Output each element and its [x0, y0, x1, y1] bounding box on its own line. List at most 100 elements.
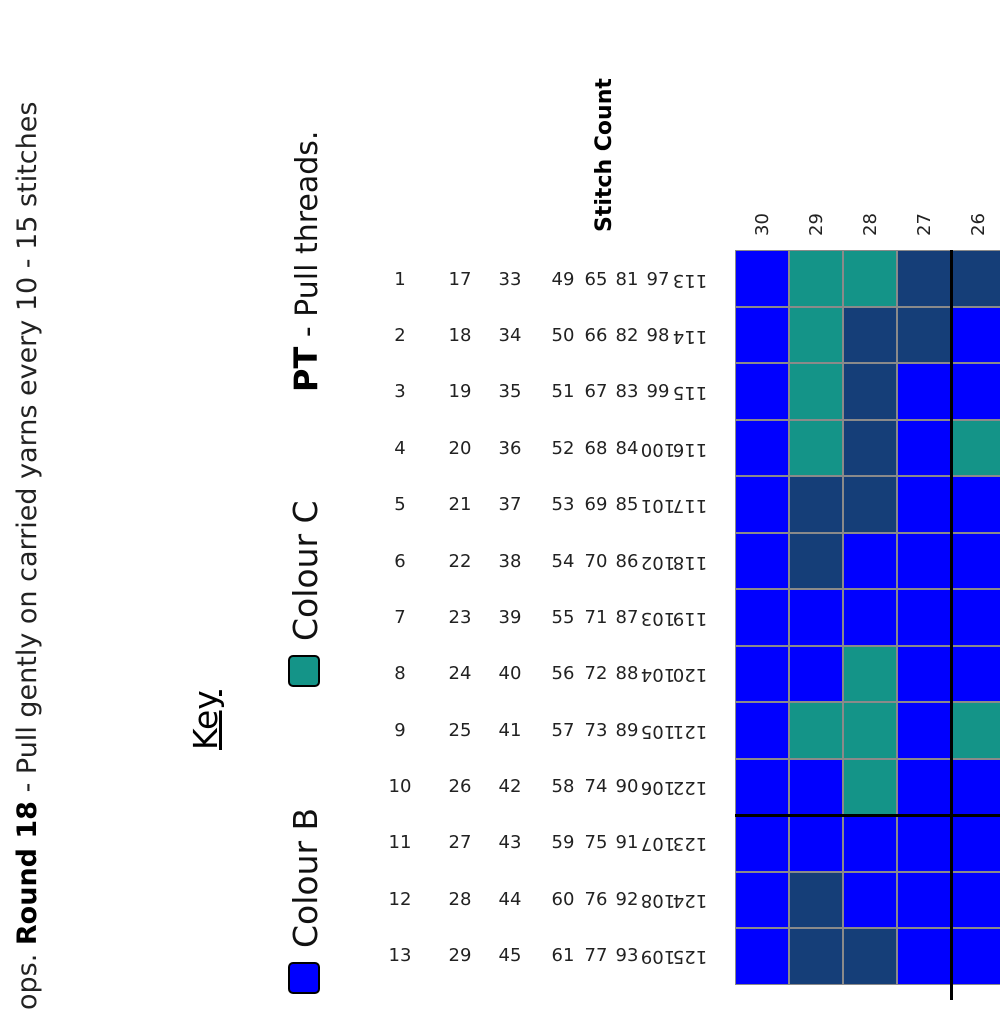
stitch-count-number: 91 [615, 832, 639, 853]
stitch-count-title: Stitch Count [592, 78, 617, 232]
stitch-count-number: 93 [615, 945, 639, 966]
stitch-count-number: 82 [615, 325, 639, 346]
chart-cell [897, 476, 951, 533]
stitch-count-number: 75 [584, 832, 608, 853]
colour-c-label: Colour C [286, 500, 325, 641]
chart-cell [843, 419, 897, 476]
chart-cell [897, 250, 951, 307]
chart-cell [735, 702, 789, 759]
stitch-count-number: 50 [551, 325, 575, 346]
stitch-count-number: 4 [394, 438, 406, 459]
stitch-count-number: 67 [584, 381, 608, 402]
stitch-count-number: 35 [498, 381, 522, 402]
chart-cell [789, 871, 843, 928]
stitch-count-number: 27 [448, 832, 472, 853]
round-number: 27 [914, 213, 935, 236]
stitch-count-number: 74 [584, 776, 608, 797]
round-number: 26 [968, 213, 989, 236]
stitch-count-number: 6 [394, 551, 406, 572]
chart-cell [897, 363, 951, 420]
chart-cell [897, 758, 951, 815]
colour-c-swatch [288, 655, 320, 687]
stitch-count-number: 7 [394, 607, 406, 628]
stitch-count-number: 37 [498, 494, 522, 515]
stitch-count-number: 21 [448, 494, 472, 515]
chart-cell [951, 476, 1000, 533]
chart-cell [843, 928, 897, 985]
stitch-count-number: 118 [672, 552, 708, 573]
chart-cell [735, 250, 789, 307]
stitch-count-number: 10 [388, 776, 412, 797]
stitch-count-number: 57 [551, 720, 575, 741]
chart-cell [789, 702, 843, 759]
stitch-count-number: 89 [615, 720, 639, 741]
chart-cell [843, 645, 897, 702]
stitch-count-number: 23 [448, 607, 472, 628]
stitch-count-number: 5 [394, 494, 406, 515]
pt-abbr: PT [287, 346, 325, 392]
stitch-count-number: 39 [498, 607, 522, 628]
chart-guide-line-horizontal [735, 814, 1000, 817]
stitch-count-number: 18 [448, 325, 472, 346]
chart-cell [843, 250, 897, 307]
stitch-count-number: 53 [551, 494, 575, 515]
stitch-count-number: 54 [551, 551, 575, 572]
chart-cell [843, 815, 897, 872]
stitch-count-number: 90 [615, 776, 639, 797]
stitch-count-number: 71 [584, 607, 608, 628]
stitch-count-number: 41 [498, 720, 522, 741]
chart-cell [735, 589, 789, 646]
chart-cell [735, 532, 789, 589]
instruction-prefix: ops. [12, 945, 43, 1010]
chart-cell [897, 815, 951, 872]
chart-cell [789, 306, 843, 363]
chart-cell [735, 871, 789, 928]
stitch-count-number: 29 [448, 945, 472, 966]
chart-cell [843, 532, 897, 589]
chart-cell [897, 419, 951, 476]
chart-cell [951, 532, 1000, 589]
round-number: 30 [752, 213, 773, 236]
colour-b-swatch [288, 962, 320, 994]
stitch-count-number: 1 [394, 269, 406, 290]
stitch-count-number: 86 [615, 551, 639, 572]
chart-cell [735, 363, 789, 420]
chart-cell [897, 871, 951, 928]
stitch-count-number: 36 [498, 438, 522, 459]
stitch-count-number: 68 [584, 438, 608, 459]
stitch-count-number: 98 [646, 325, 670, 346]
stitch-count-number: 115 [672, 382, 708, 403]
stitch-count-number: 26 [448, 776, 472, 797]
chart-cell [735, 928, 789, 985]
stitch-count-number: 42 [498, 776, 522, 797]
chart-cell [789, 419, 843, 476]
stitch-count-number: 19 [448, 381, 472, 402]
stitch-count-number: 72 [584, 663, 608, 684]
stitch-count-number: 116 [672, 439, 708, 460]
chart-cell [951, 928, 1000, 985]
chart-cell [789, 589, 843, 646]
stitch-count-number: 61 [551, 945, 575, 966]
stitch-count-number: 87 [615, 607, 639, 628]
chart-cell [735, 476, 789, 533]
round-number: 29 [806, 213, 827, 236]
stitch-count-number: 97 [646, 269, 670, 290]
chart-cell [843, 476, 897, 533]
stitch-count-number: 88 [615, 663, 639, 684]
chart-cell [843, 871, 897, 928]
stitch-count-number: 117 [672, 495, 708, 516]
stitch-count-number: 69 [584, 494, 608, 515]
chart-cell [897, 702, 951, 759]
stitch-count-number: 125 [672, 946, 708, 967]
stitch-count-number: 122 [672, 777, 708, 798]
chart-cell [951, 250, 1000, 307]
colour-b-label: Colour B [286, 807, 325, 948]
round-instruction: ops. Round 18 - Pull gently on carried y… [12, 102, 43, 1010]
chart-cell [951, 363, 1000, 420]
stitch-count-number: 92 [615, 889, 639, 910]
stitch-count-number: 13 [388, 945, 412, 966]
stitch-count-number: 123 [672, 833, 708, 854]
stitch-count-number: 33 [498, 269, 522, 290]
stitch-count-number: 40 [498, 663, 522, 684]
chart-cell [897, 532, 951, 589]
